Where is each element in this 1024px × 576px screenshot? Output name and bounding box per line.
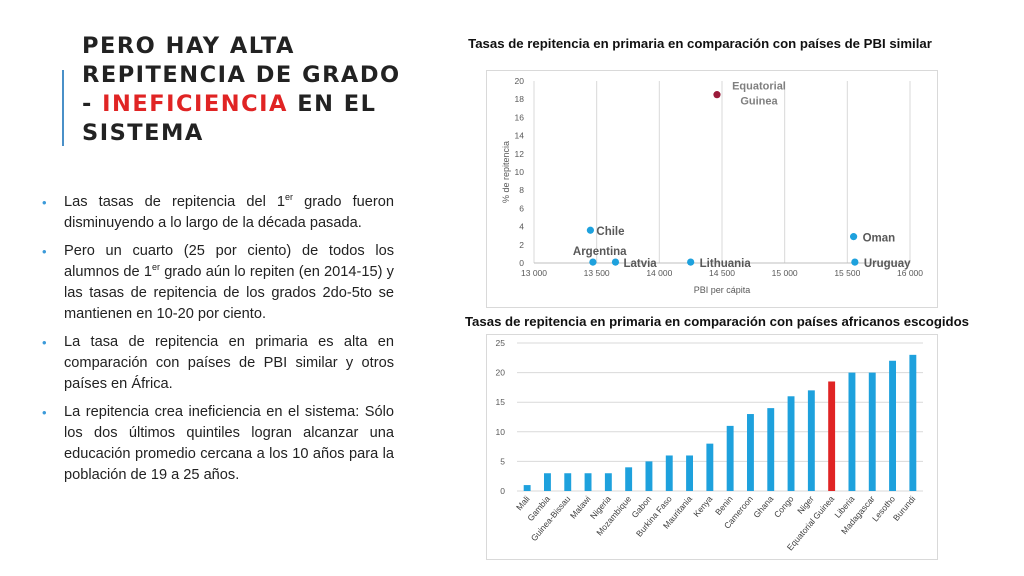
bullet-item: • Las tasas de repitencia del 1er grado f… <box>42 192 394 234</box>
scatter-point-label: Uruguay <box>864 258 911 270</box>
bar <box>604 473 612 491</box>
bar-category-label: Mali <box>514 494 532 512</box>
bar <box>625 467 633 491</box>
scatter-x-tick-label: 15 000 <box>772 268 798 278</box>
scatter-point <box>687 258 695 266</box>
scatter-point-label: Chile <box>596 226 624 238</box>
bullet-dot-icon: • <box>42 335 47 350</box>
scatter-point <box>589 258 597 266</box>
title-accent-line <box>62 70 64 146</box>
bar <box>828 381 836 491</box>
scatter-point <box>586 226 594 234</box>
bar <box>889 360 897 491</box>
bar-chart: 0510152025MaliGambiaGuinea-BissauMalawiN… <box>496 338 923 552</box>
scatter-x-tick-label: 13 000 <box>521 268 547 278</box>
slide-title: PERO HAY ALTA REPITENCIA DE GRADO - INEF… <box>82 32 412 148</box>
bar <box>848 372 856 491</box>
bar <box>584 473 592 491</box>
bullet-list: • Las tasas de repitencia del 1er grado f… <box>42 192 394 493</box>
bar <box>787 396 795 491</box>
bar-y-tick-label: 15 <box>496 397 506 407</box>
scatter-point <box>713 91 721 99</box>
scatter-point-label: Argentina <box>573 246 627 258</box>
bar <box>523 485 531 491</box>
bullet-text-cont: grado fueron disminuyendo a lo largo de … <box>64 194 394 231</box>
bullet-superscript: er <box>285 192 294 203</box>
title-highlight: INEFICIENCIA <box>102 91 288 117</box>
bar-category-label: Congo <box>772 494 796 520</box>
scatter-y-tick-label: 18 <box>515 94 525 104</box>
bullet-item: • La repitencia crea ineficiencia en el s… <box>42 402 394 486</box>
scatter-x-tick-label: 14 000 <box>646 268 672 278</box>
scatter-x-tick-label: 16 000 <box>897 268 923 278</box>
bullet-superscript: er <box>151 262 160 273</box>
bullet-dot-icon: • <box>42 195 47 210</box>
scatter-y-tick-label: 8 <box>519 185 524 195</box>
bar <box>564 473 572 491</box>
scatter-chart-title: Tasas de repitencia en primaria en compa… <box>468 36 932 51</box>
bar <box>543 473 551 491</box>
scatter-point-label: Oman <box>863 233 896 245</box>
bullet-text: La tasa de repitencia en primaria es alt… <box>64 334 394 392</box>
bar <box>746 414 754 491</box>
bar <box>807 390 815 491</box>
bar-y-tick-label: 10 <box>496 427 506 437</box>
scatter-x-axis-label: PBI per cápita <box>694 285 751 295</box>
scatter-chart-panel: 13 000 13 500 14 000 14 500 15 000 15 500 16 0… <box>486 70 938 308</box>
bar-chart-panel: 0 5 10 15 20 25 Mali Gambia Guinea-Bissau Malawi N… <box>486 334 938 560</box>
bar <box>686 455 694 491</box>
scatter-y-axis-label: % de repitencia <box>501 141 511 203</box>
scatter-point-label: Latvia <box>623 258 657 270</box>
bar <box>868 372 876 491</box>
scatter-y-tick-label: 10 <box>515 167 525 177</box>
scatter-y-tick-label: 4 <box>519 222 524 232</box>
bar-chart-title: Tasas de repitencia en primaria en compa… <box>464 314 969 329</box>
scatter-y-tick-label: 16 <box>515 112 525 122</box>
bar-category-label: Ghana <box>751 494 775 520</box>
scatter-point <box>850 233 858 241</box>
scatter-y-tick-label: 12 <box>515 149 525 159</box>
bullet-text: La repitencia crea ineficiencia en el si… <box>64 404 394 483</box>
bullet-dot-icon: • <box>42 244 47 259</box>
scatter-point <box>611 258 620 266</box>
bullet-text-cont: grado aún lo repiten (en 2014-15) y las … <box>64 264 394 322</box>
scatter-y-tick-label: 0 <box>519 258 524 268</box>
bar-y-tick-label: 0 <box>500 486 505 496</box>
bar-y-tick-label: 5 <box>500 456 505 466</box>
scatter-y-tick-label: 20 <box>515 76 525 86</box>
bar <box>706 443 714 491</box>
scatter-chart: 13 000 13 500 14 000 14 500 15 000 15 500 16 0… <box>501 76 923 295</box>
scatter-y-tick-label: 6 <box>519 203 524 213</box>
title-part-1: PERO HAY ALTA REPITENCIA DE GRADO - <box>82 33 401 117</box>
bar-category-label: Burundi <box>891 494 918 523</box>
scatter-y-tick-label: 2 <box>519 240 524 250</box>
scatter-point-label: Equatorial Guinea <box>732 81 786 108</box>
bullet-text: Las tasas de repitencia del 1 <box>64 194 286 210</box>
bullet-text: Pero un cuarto (25 por ciento) de todos … <box>64 243 394 280</box>
title-part-2: EN EL SISTEMA <box>82 91 377 146</box>
bar-category-label: Kenya <box>691 494 714 519</box>
bar <box>767 408 775 491</box>
scatter-x-tick-label: 14 500 <box>709 268 735 278</box>
bar <box>909 354 917 491</box>
bar <box>665 455 673 491</box>
bar-y-tick-label: 20 <box>496 368 506 378</box>
bar-y-tick-label: 25 <box>496 338 506 348</box>
bar <box>645 461 653 491</box>
scatter-x-tick-label: 15 500 <box>834 268 860 278</box>
scatter-point-label: Lithuania <box>700 258 752 270</box>
scatter-x-tick-label: 13 500 <box>584 268 610 278</box>
scatter-point <box>851 258 859 266</box>
bullet-item: • Pero un cuarto (25 por ciento) de todos… <box>42 241 394 325</box>
bullet-item: • La tasa de repitencia en primaria es al… <box>42 332 394 395</box>
bar <box>726 425 734 491</box>
scatter-y-tick-label: 14 <box>515 131 525 141</box>
bullet-dot-icon: • <box>42 405 47 420</box>
